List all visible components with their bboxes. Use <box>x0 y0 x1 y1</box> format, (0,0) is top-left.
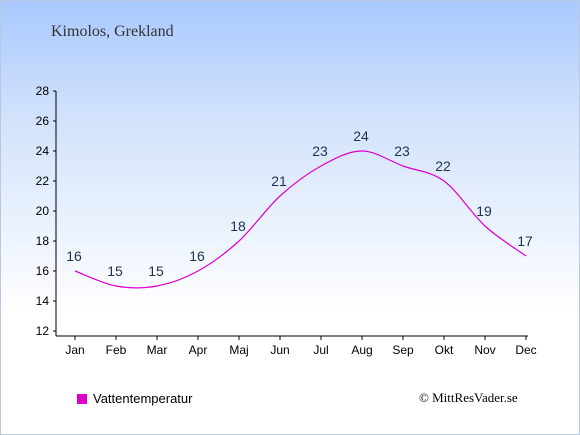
data-label: 17 <box>517 233 533 249</box>
legend: Vattentemperatur <box>77 391 192 406</box>
x-tick-label: Dec <box>515 343 536 357</box>
x-tick-label: Feb <box>106 343 127 357</box>
axes: 12 14 16 18 20 22 24 26 28 Jan Feb Mar Apr Maj Jun Jul A… <box>36 84 537 357</box>
y-tick-label: 26 <box>36 114 50 128</box>
x-tick-label: Nov <box>474 343 495 357</box>
series-curve <box>74 150 527 289</box>
copyright-text: © MittResVader.se <box>419 390 518 405</box>
x-tick-label: Sep <box>392 343 414 357</box>
data-label: 21 <box>271 173 287 189</box>
x-tick-label: Jan <box>65 343 84 357</box>
y-tick-label: 18 <box>36 234 50 248</box>
data-label: 23 <box>312 143 328 159</box>
data-label: 16 <box>66 248 82 264</box>
x-tick-label: Okt <box>435 343 454 357</box>
data-label: 22 <box>435 158 451 174</box>
data-label: 15 <box>148 263 164 279</box>
y-tick-label: 24 <box>36 144 50 158</box>
data-label: 23 <box>394 143 410 159</box>
data-label: 19 <box>476 203 492 219</box>
y-tick-label: 16 <box>36 264 50 278</box>
y-tick-label: 28 <box>36 84 50 98</box>
x-tick-label: Mar <box>147 343 168 357</box>
x-tick-label: Apr <box>189 343 208 357</box>
data-label: 18 <box>230 218 246 234</box>
data-label: 24 <box>353 128 369 144</box>
data-label: 16 <box>189 248 205 264</box>
x-tick-label: Aug <box>351 343 372 357</box>
data-label: 15 <box>107 263 123 279</box>
y-tick-label: 22 <box>36 174 50 188</box>
legend-label: Vattentemperatur <box>93 391 193 406</box>
x-tick-label: Jul <box>313 343 328 357</box>
legend-swatch <box>77 393 87 404</box>
x-tick-label: Maj <box>229 343 248 357</box>
y-tick-label: 14 <box>36 294 50 308</box>
x-tick-label: Jun <box>270 343 289 357</box>
y-tick-label: 20 <box>36 204 50 218</box>
data-labels: 16 15 15 16 18 21 23 24 23 22 19 17 <box>66 128 533 279</box>
chart-title: Kimolos, Grekland <box>51 23 174 40</box>
y-tick-label: 12 <box>36 324 50 338</box>
series-line-vattentemperatur <box>74 150 527 289</box>
